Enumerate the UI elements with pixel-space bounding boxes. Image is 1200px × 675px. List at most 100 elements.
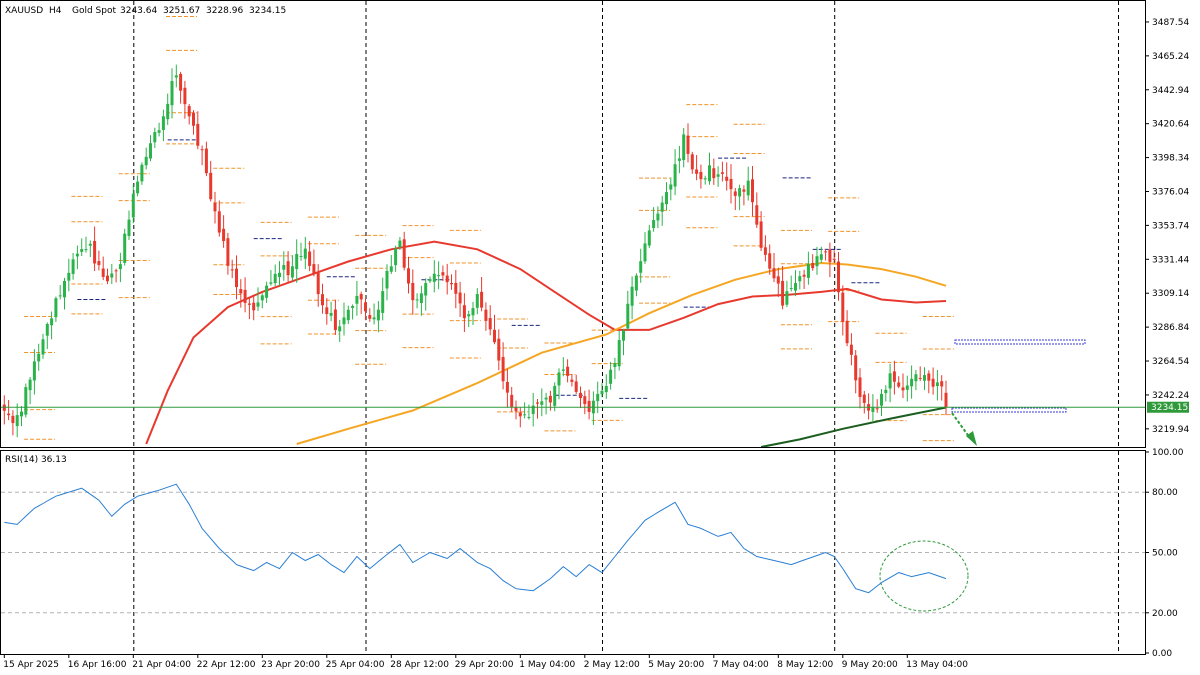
candle-body[interactable] bbox=[445, 275, 449, 283]
candle-body[interactable] bbox=[32, 361, 36, 381]
candle-body[interactable] bbox=[222, 228, 226, 242]
candle-body[interactable] bbox=[157, 130, 161, 133]
candle-body[interactable] bbox=[819, 254, 823, 260]
candle-body[interactable] bbox=[781, 280, 785, 306]
candle-body[interactable] bbox=[286, 261, 290, 276]
candle-body[interactable] bbox=[557, 372, 561, 386]
candle-body[interactable] bbox=[888, 373, 892, 389]
candle-body[interactable] bbox=[768, 253, 772, 269]
candle-body[interactable] bbox=[720, 172, 724, 174]
candle-body[interactable] bbox=[140, 164, 144, 182]
candle-body[interactable] bbox=[751, 179, 754, 203]
candle-body[interactable] bbox=[402, 239, 406, 268]
candle-body[interactable] bbox=[880, 393, 883, 406]
candle-body[interactable] bbox=[110, 273, 114, 278]
candle-body[interactable] bbox=[828, 249, 832, 262]
candle-body[interactable] bbox=[462, 305, 466, 319]
candle-body[interactable] bbox=[510, 394, 514, 408]
candle-body[interactable] bbox=[368, 315, 372, 319]
candle-body[interactable] bbox=[467, 314, 471, 317]
candle-body[interactable] bbox=[742, 189, 746, 192]
candle-body[interactable] bbox=[41, 339, 45, 355]
candle-body[interactable] bbox=[24, 387, 28, 415]
candle-body[interactable] bbox=[686, 135, 690, 154]
candle-body[interactable] bbox=[450, 283, 453, 285]
candle-body[interactable] bbox=[875, 408, 879, 410]
candle-body[interactable] bbox=[639, 261, 643, 273]
candle-body[interactable] bbox=[415, 299, 419, 301]
candle-body[interactable] bbox=[20, 411, 23, 417]
candle-body[interactable] bbox=[338, 326, 342, 332]
candle-body[interactable] bbox=[333, 309, 337, 331]
candle-body[interactable] bbox=[570, 379, 574, 382]
candle-body[interactable] bbox=[389, 266, 393, 272]
candle-body[interactable] bbox=[174, 75, 178, 78]
candle-body[interactable] bbox=[501, 356, 505, 382]
candle-body[interactable] bbox=[755, 205, 759, 225]
candle-body[interactable] bbox=[583, 396, 587, 405]
candle-body[interactable] bbox=[7, 413, 11, 416]
candle-body[interactable] bbox=[665, 192, 668, 205]
candle-body[interactable] bbox=[673, 164, 677, 187]
candle-body[interactable] bbox=[703, 178, 707, 180]
candle-body[interactable] bbox=[927, 373, 931, 381]
candle-body[interactable] bbox=[806, 263, 810, 278]
candle-body[interactable] bbox=[282, 264, 286, 270]
candle-body[interactable] bbox=[763, 247, 767, 255]
candle-body[interactable] bbox=[230, 269, 234, 271]
candle-body[interactable] bbox=[622, 330, 625, 341]
candle-body[interactable] bbox=[80, 249, 84, 252]
candle-body[interactable] bbox=[127, 219, 131, 237]
candle-body[interactable] bbox=[170, 81, 174, 106]
candle-body[interactable] bbox=[217, 211, 221, 233]
candle-body[interactable] bbox=[918, 377, 922, 379]
candle-body[interactable] bbox=[561, 369, 565, 371]
candle-body[interactable] bbox=[725, 176, 729, 181]
candle-body[interactable] bbox=[209, 172, 213, 200]
candle-body[interactable] bbox=[256, 302, 260, 307]
candle-body[interactable] bbox=[243, 289, 247, 304]
candle-body[interactable] bbox=[106, 275, 109, 282]
candle-body[interactable] bbox=[531, 405, 535, 415]
candle-body[interactable] bbox=[832, 258, 836, 260]
candle-body[interactable] bbox=[630, 286, 634, 306]
candle-body[interactable] bbox=[166, 103, 170, 120]
candle-body[interactable] bbox=[677, 158, 681, 161]
candle-body[interactable] bbox=[63, 280, 66, 298]
candle-body[interactable] bbox=[729, 178, 733, 190]
candle-body[interactable] bbox=[518, 412, 522, 417]
candle-body[interactable] bbox=[161, 116, 165, 130]
candle-body[interactable] bbox=[458, 292, 462, 304]
candle-body[interactable] bbox=[144, 156, 148, 166]
candle-body[interactable] bbox=[656, 213, 660, 221]
candle-body[interactable] bbox=[544, 397, 548, 400]
candle-body[interactable] bbox=[123, 233, 127, 263]
candle-body[interactable] bbox=[540, 401, 544, 405]
candle-body[interactable] bbox=[45, 323, 49, 336]
candle-body[interactable] bbox=[351, 305, 355, 308]
candle-body[interactable] bbox=[699, 171, 703, 180]
candle-body[interactable] bbox=[278, 272, 281, 278]
candle-body[interactable] bbox=[93, 240, 97, 264]
candle-body[interactable] bbox=[71, 259, 75, 274]
candle-body[interactable] bbox=[690, 154, 694, 170]
candle-body[interactable] bbox=[247, 303, 251, 305]
candle-body[interactable] bbox=[923, 375, 926, 381]
candle-body[interactable] bbox=[772, 268, 776, 279]
candle-body[interactable] bbox=[204, 148, 208, 174]
candle-body[interactable] bbox=[153, 132, 157, 143]
candle-body[interactable] bbox=[849, 344, 853, 355]
candle-body[interactable] bbox=[437, 275, 441, 277]
candle-body[interactable] bbox=[733, 191, 737, 196]
candle-body[interactable] bbox=[811, 262, 815, 269]
candle-body[interactable] bbox=[837, 261, 840, 293]
candle-body[interactable] bbox=[299, 255, 303, 257]
candle-body[interactable] bbox=[372, 317, 376, 320]
candle-body[interactable] bbox=[652, 220, 656, 228]
candle-body[interactable] bbox=[493, 329, 496, 343]
candle-body[interactable] bbox=[200, 149, 204, 151]
candle-body[interactable] bbox=[364, 302, 367, 312]
candle-body[interactable] bbox=[712, 168, 716, 179]
candle-body[interactable] bbox=[101, 268, 105, 277]
